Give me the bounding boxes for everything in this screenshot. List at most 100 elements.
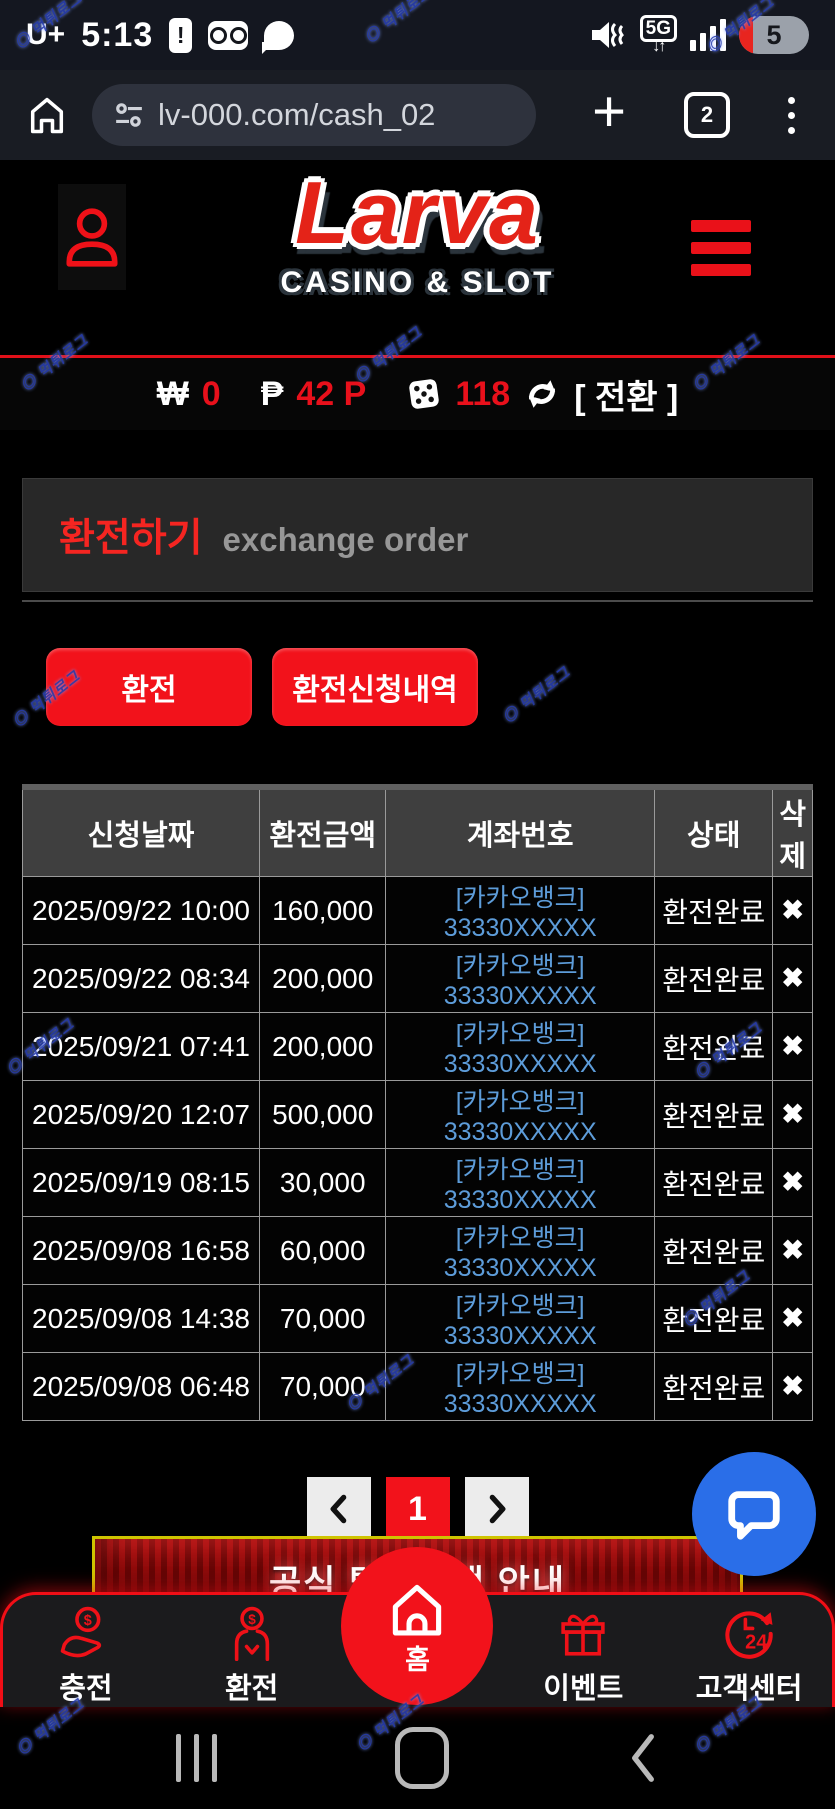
status-badge: 환전완료: [653, 1080, 774, 1149]
carrier-label: U+: [26, 18, 66, 51]
col-header-delete: 삭제: [772, 784, 813, 877]
refresh-icon[interactable]: [523, 375, 561, 413]
browser-toolbar: lv-000.com/cash_02 + 2: [0, 70, 835, 160]
request-date: 2025/09/08 16:58: [22, 1216, 260, 1285]
browser-home-button[interactable]: [24, 92, 70, 138]
exchange-amount: 200,000: [258, 944, 387, 1013]
mute-vibrate-icon: [591, 22, 624, 48]
request-date: 2025/09/08 14:38: [22, 1284, 260, 1353]
gift-icon: [561, 1614, 605, 1656]
nav-item-support[interactable]: 24 고객센터: [666, 1595, 832, 1707]
page-title: 환전하기: [59, 517, 203, 560]
android-home-button[interactable]: [395, 1726, 449, 1789]
request-date: 2025/09/22 10:00: [22, 876, 260, 945]
delete-row-button[interactable]: ✖: [772, 1148, 813, 1217]
svg-text:$: $: [248, 1612, 256, 1627]
won-symbol: ₩: [156, 374, 189, 413]
delete-row-button[interactable]: ✖: [772, 876, 813, 945]
status-badge: 환전완료: [653, 876, 774, 945]
col-header-status: 상태: [653, 784, 774, 877]
exchange-button[interactable]: 환전: [46, 648, 252, 726]
android-navigation-bar: [0, 1706, 835, 1809]
table-row: 2025/09/08 14:38 70,000 [카카오뱅크] 33330XXX…: [22, 1284, 813, 1353]
site-header: Larva CASINO & SLOT: [0, 160, 835, 358]
delete-row-button[interactable]: ✖: [772, 944, 813, 1013]
status-bar: U+ 5:13 5G↓↑ 5: [0, 0, 835, 70]
bottom-navigation: $ 충전 $ 환전 홈 이벤트: [0, 1547, 835, 1707]
account-number-link[interactable]: [카카오뱅크] 33330XXXXX: [385, 1012, 655, 1081]
exchange-amount: 160,000: [258, 876, 387, 945]
request-date: 2025/09/21 07:41: [22, 1012, 260, 1081]
live-chat-button[interactable]: [692, 1452, 816, 1576]
table-row: 2025/09/19 08:15 30,000 [카카오뱅크] 33330XXX…: [22, 1148, 813, 1217]
delete-row-button[interactable]: ✖: [772, 1284, 813, 1353]
svg-text:$: $: [84, 1613, 92, 1629]
nav-item-events[interactable]: 이벤트: [500, 1595, 666, 1707]
exchange-amount: 200,000: [258, 1012, 387, 1081]
nav-item-withdraw[interactable]: $ 환전: [169, 1595, 335, 1707]
withdraw-icon: $: [234, 1606, 269, 1661]
account-number-link[interactable]: [카카오뱅크] 33330XXXXX: [385, 1352, 655, 1421]
clock: 5:13: [81, 15, 154, 54]
status-badge: 환전완료: [653, 1148, 774, 1217]
delete-row-button[interactable]: ✖: [772, 1216, 813, 1285]
delete-row-button[interactable]: ✖: [772, 1080, 813, 1149]
dice-icon: [409, 379, 440, 409]
account-number-link[interactable]: [카카오뱅크] 33330XXXXX: [385, 876, 655, 945]
back-button[interactable]: [627, 1732, 659, 1784]
balance-bar: ₩ 0 ₱ 42 P 118 [ 전환 ]: [0, 358, 835, 430]
convert-button[interactable]: [ 전환 ]: [574, 378, 679, 417]
table-row: 2025/09/22 08:34 200,000 [카카오뱅크] 33330XX…: [22, 944, 813, 1013]
main-content: 환전하기 exchange order 환전 환전신청내역 신청날짜 환전금액 …: [0, 478, 835, 1541]
delete-row-button[interactable]: ✖: [772, 1352, 813, 1421]
menu-button[interactable]: [691, 220, 751, 276]
current-page-button[interactable]: 1: [385, 1477, 450, 1541]
request-date: 2025/09/22 08:34: [22, 944, 260, 1013]
address-bar[interactable]: lv-000.com/cash_02: [92, 84, 536, 146]
url-text: lv-000.com/cash_02: [158, 97, 436, 132]
status-badge: 환전완료: [653, 1352, 774, 1421]
page-subtitle: exchange order: [222, 521, 469, 558]
support-24h-icon: 24: [725, 1611, 773, 1659]
account-number-link[interactable]: [카카오뱅크] 33330XXXXX: [385, 1148, 655, 1217]
exchange-amount: 70,000: [258, 1284, 387, 1353]
browser-menu-button[interactable]: [788, 96, 795, 134]
table-row: 2025/09/21 07:41 200,000 [카카오뱅크] 33330XX…: [22, 1012, 813, 1081]
tab-switcher-button[interactable]: 2: [684, 92, 730, 138]
table-row: 2025/09/22 10:00 160,000 [카카오뱅크] 33330XX…: [22, 876, 813, 945]
prev-page-button[interactable]: [306, 1477, 371, 1541]
profile-button[interactable]: [58, 184, 126, 290]
page-title-panel: 환전하기 exchange order: [22, 478, 813, 592]
exchange-amount: 70,000: [258, 1352, 387, 1421]
request-date: 2025/09/20 12:07: [22, 1080, 260, 1149]
delete-row-button[interactable]: ✖: [772, 1012, 813, 1081]
divider: [22, 600, 813, 602]
account-number-link[interactable]: [카카오뱅크] 33330XXXXX: [385, 944, 655, 1013]
exchange-amount: 30,000: [258, 1148, 387, 1217]
deposit-icon: $: [60, 1606, 102, 1658]
peso-balance: 42 P: [296, 374, 367, 413]
new-tab-button[interactable]: +: [592, 79, 626, 144]
voicemail-icon: [208, 20, 249, 50]
exchange-amount: 500,000: [258, 1080, 387, 1149]
nav-item-home[interactable]: 홈: [341, 1547, 494, 1705]
exchange-history-table: 신청날짜 환전금액 계좌번호 상태 삭제 2025/09/22 10:00 16…: [22, 784, 813, 1421]
account-number-link[interactable]: [카카오뱅크] 33330XXXXX: [385, 1284, 655, 1353]
home-icon: [393, 1584, 442, 1635]
account-number-link[interactable]: [카카오뱅크] 33330XXXXX: [385, 1216, 655, 1285]
recents-button[interactable]: [176, 1733, 217, 1782]
battery-alert-icon: [169, 17, 193, 53]
ticket-balance: 118: [455, 374, 511, 413]
status-badge: 환전완료: [653, 1216, 774, 1285]
col-header-amount: 환전금액: [258, 784, 387, 877]
col-header-account: 계좌번호: [385, 784, 655, 877]
account-number-link[interactable]: [카카오뱅크] 33330XXXXX: [385, 1080, 655, 1149]
site-settings-icon: [116, 103, 142, 127]
5g-network-icon: 5G ↓↑: [639, 15, 677, 55]
table-row: 2025/09/08 16:58 60,000 [카카오뱅크] 33330XXX…: [22, 1216, 813, 1285]
table-row: 2025/09/20 12:07 500,000 [카카오뱅크] 33330XX…: [22, 1080, 813, 1149]
nav-item-deposit[interactable]: $ 충전: [3, 1595, 169, 1707]
site-logo[interactable]: Larva CASINO & SLOT: [0, 162, 835, 300]
exchange-history-button[interactable]: 환전신청내역: [272, 648, 478, 726]
next-page-button[interactable]: [464, 1477, 529, 1541]
